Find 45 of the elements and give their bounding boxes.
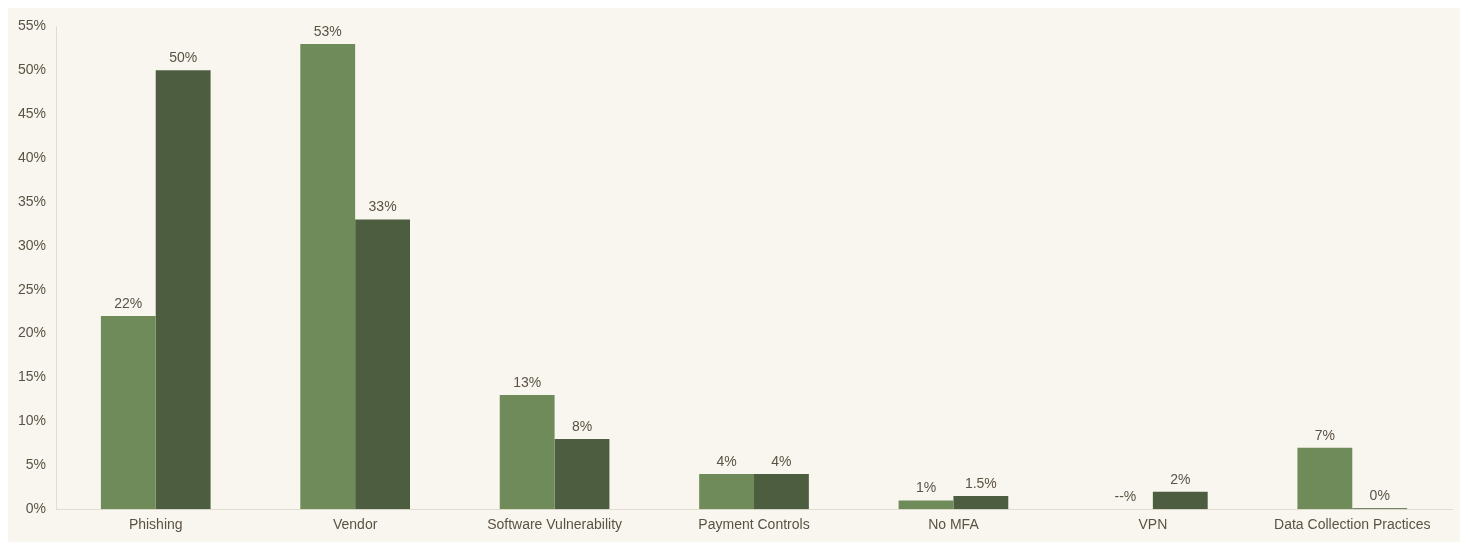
- bar: [355, 219, 410, 510]
- y-tick-label: 0%: [25, 500, 47, 517]
- y-tick-label: 55%: [17, 17, 47, 34]
- text: --%: [1114, 488, 1137, 505]
- bar: [300, 43, 356, 510]
- x-tick-label: No MFA: [928, 516, 980, 533]
- data-label: 8%: [571, 417, 593, 434]
- data-label: 1%: [915, 479, 937, 496]
- y-tick-label: 20%: [17, 324, 47, 341]
- data-label: 53%: [313, 22, 342, 39]
- y-tick-label: 15%: [17, 368, 47, 385]
- bar: [754, 474, 809, 510]
- bar: [155, 70, 211, 510]
- bar: [898, 500, 954, 510]
- data-label: 1.5%: [964, 474, 997, 491]
- y-tick-label: 25%: [17, 280, 47, 297]
- bar: [953, 496, 1009, 510]
- x-tick-label: Payment Controls: [698, 516, 810, 533]
- data-label: 7%: [1314, 426, 1335, 443]
- y-tick-label: 50%: [17, 61, 47, 78]
- x-tick-label: Data Collection Practices: [1274, 516, 1431, 533]
- data-label: 22%: [114, 294, 143, 311]
- data-label: 13%: [513, 373, 542, 390]
- y-tick-label: 5%: [25, 456, 47, 473]
- x-tick-label: VPN: [1138, 516, 1168, 533]
- bar: [699, 474, 755, 510]
- bar: [554, 438, 610, 510]
- y-tick-label: 35%: [17, 192, 47, 209]
- bar: [100, 316, 156, 510]
- y-tick-label: 45%: [17, 105, 47, 122]
- data-label: 0%: [1369, 487, 1390, 504]
- x-tick-label: Vendor: [332, 516, 378, 533]
- y-tick-label: 30%: [17, 236, 47, 253]
- bar: [499, 395, 555, 510]
- x-tick-label: Software Vulnerability: [487, 516, 623, 533]
- data-label: 4%: [771, 452, 792, 469]
- data-label: 4%: [716, 452, 737, 469]
- x-tick-label: Phishing: [128, 516, 183, 533]
- bar: [1297, 447, 1353, 510]
- data-label: 2%: [1170, 470, 1191, 487]
- y-tick-label: 40%: [17, 148, 47, 165]
- data-label: 50%: [169, 49, 198, 66]
- bar: [1152, 491, 1208, 510]
- y-tick-label: 10%: [17, 412, 47, 429]
- data-label: 33%: [368, 198, 397, 215]
